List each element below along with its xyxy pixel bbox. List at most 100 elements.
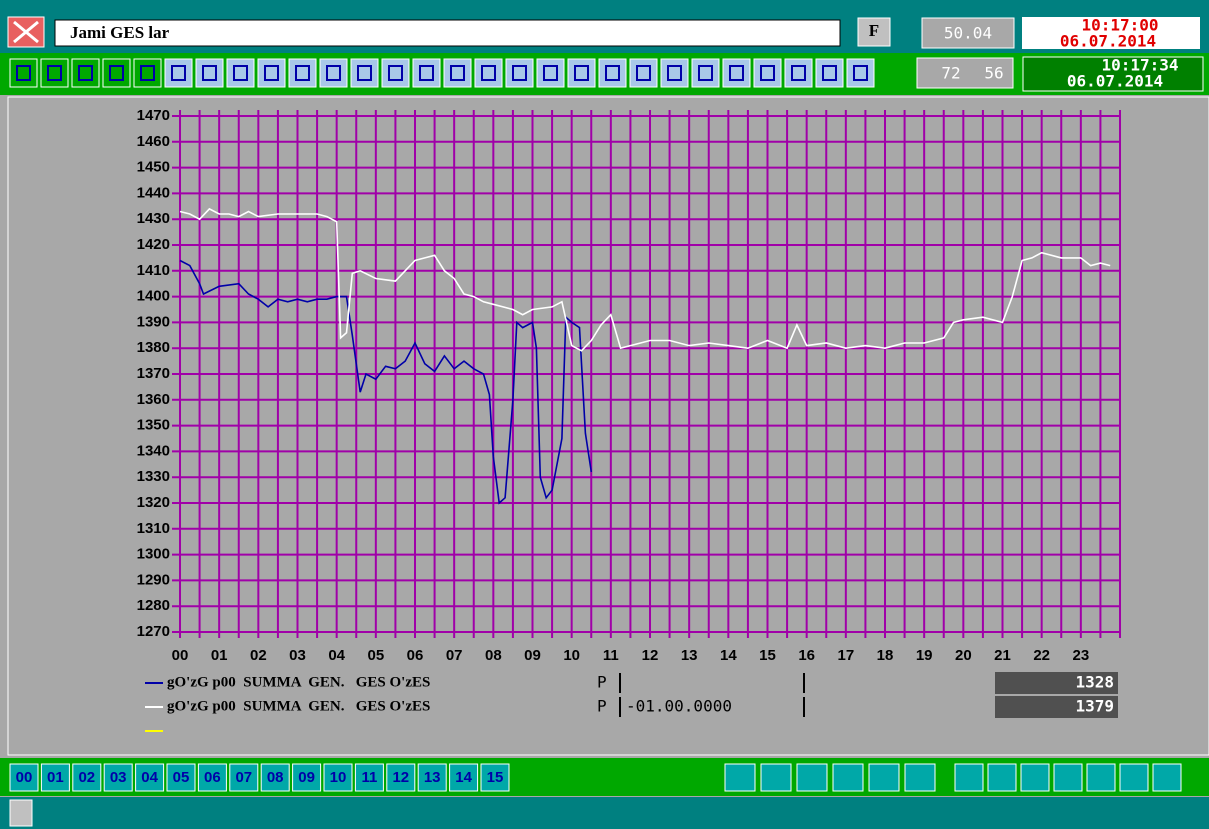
- tool-button[interactable]: [536, 58, 565, 88]
- hand-icon[interactable]: [9, 799, 33, 827]
- nav-button[interactable]: [1020, 763, 1050, 792]
- hour-button[interactable]: [72, 763, 102, 792]
- hour-button[interactable]: [135, 763, 165, 792]
- tool-glyph: [419, 65, 434, 81]
- y-tick-label: 1450: [137, 159, 170, 176]
- tool-glyph: [450, 65, 465, 81]
- hour-button[interactable]: [197, 763, 227, 792]
- tool-button[interactable]: [505, 58, 534, 88]
- tool-button[interactable]: [9, 58, 38, 88]
- frequency-box: [921, 17, 1015, 49]
- tool-button[interactable]: [102, 58, 131, 88]
- tool-button[interactable]: [133, 58, 162, 88]
- nav-button[interactable]: [954, 763, 984, 792]
- page-button[interactable]: [796, 763, 828, 792]
- page-button[interactable]: [724, 763, 756, 792]
- y-tick-label: 1390: [137, 313, 170, 330]
- y-tick-label: 1310: [137, 520, 170, 537]
- nav-button[interactable]: [1152, 763, 1182, 792]
- legend-flag: P: [597, 697, 607, 716]
- tool-glyph: [109, 65, 124, 81]
- x-tick-label: 14: [720, 647, 737, 664]
- tool-button[interactable]: [846, 58, 875, 88]
- current-box: [995, 672, 1118, 694]
- hour-button-label: 04: [141, 769, 158, 786]
- tool-button[interactable]: [40, 58, 69, 88]
- tool-button[interactable]: [350, 58, 379, 88]
- hour-button[interactable]: [40, 763, 70, 792]
- nav-button[interactable]: [987, 763, 1017, 792]
- tool-glyph: [791, 65, 806, 81]
- hour-button[interactable]: [260, 763, 290, 792]
- hour-button[interactable]: [417, 763, 447, 792]
- tool-button[interactable]: [784, 58, 813, 88]
- y-tick-label: 1350: [137, 417, 170, 434]
- page-button[interactable]: [760, 763, 792, 792]
- hour-button[interactable]: [292, 763, 322, 792]
- hour-button-label: 09: [298, 769, 315, 786]
- tool-glyph: [357, 65, 372, 81]
- tool-button[interactable]: [660, 58, 689, 88]
- tool-button[interactable]: [443, 58, 472, 88]
- page-button[interactable]: [904, 763, 936, 792]
- hour-button[interactable]: [449, 763, 479, 792]
- tool-button[interactable]: [412, 58, 441, 88]
- f-button[interactable]: [857, 17, 891, 47]
- x-tick-label: 15: [759, 647, 776, 664]
- hour-button-label: 10: [330, 769, 347, 786]
- y-tick-label: 1300: [137, 546, 170, 563]
- y-tick-label: 1380: [137, 339, 170, 356]
- current-value: 1379: [1075, 697, 1114, 716]
- page-button[interactable]: [868, 763, 900, 792]
- tool-button[interactable]: [691, 58, 720, 88]
- tool-glyph: [233, 65, 248, 81]
- hour-button[interactable]: [166, 763, 196, 792]
- x-tick-label: 17: [837, 647, 854, 664]
- toolbar-icons: [9, 58, 875, 88]
- hour-button-label: 08: [267, 769, 284, 786]
- x-tick-label: 13: [681, 647, 698, 664]
- tool-button[interactable]: [567, 58, 596, 88]
- set-date: 06.07.2014: [1060, 32, 1156, 51]
- tool-glyph: [388, 65, 403, 81]
- tool-glyph: [47, 65, 62, 81]
- tool-button[interactable]: [288, 58, 317, 88]
- tool-button[interactable]: [629, 58, 658, 88]
- tool-glyph: [667, 65, 682, 81]
- tool-button[interactable]: [319, 58, 348, 88]
- tool-glyph: [605, 65, 620, 81]
- tool-glyph: [729, 65, 744, 81]
- hour-button[interactable]: [354, 763, 384, 792]
- hour-button[interactable]: [103, 763, 133, 792]
- hour-button[interactable]: [480, 763, 510, 792]
- x-tick-label: 05: [367, 647, 384, 664]
- tool-button[interactable]: [257, 58, 286, 88]
- nav-button[interactable]: [1119, 763, 1149, 792]
- nav-button[interactable]: [1053, 763, 1083, 792]
- x-tick-label: 00: [172, 647, 189, 664]
- nav-button[interactable]: [1086, 763, 1116, 792]
- hour-button-label: 00: [16, 769, 33, 786]
- tool-button[interactable]: [753, 58, 782, 88]
- hour-button[interactable]: [323, 763, 353, 792]
- x-tick-label: 21: [994, 647, 1011, 664]
- page-button[interactable]: [832, 763, 864, 792]
- current-box: [995, 696, 1118, 718]
- legend-label: gO'zG p00 SUMMA GEN. GES O'zES: [167, 674, 430, 690]
- x-tick-label: 12: [642, 647, 659, 664]
- hour-button[interactable]: [9, 763, 39, 792]
- x-tick-label: 20: [955, 647, 972, 664]
- tool-button[interactable]: [474, 58, 503, 88]
- tool-button[interactable]: [71, 58, 100, 88]
- hour-button[interactable]: [386, 763, 416, 792]
- tool-button[interactable]: [226, 58, 255, 88]
- y-tick-label: 1340: [137, 442, 170, 459]
- tool-button[interactable]: [164, 58, 193, 88]
- tool-button[interactable]: [195, 58, 224, 88]
- tool-button[interactable]: [598, 58, 627, 88]
- tool-button[interactable]: [381, 58, 410, 88]
- hour-button[interactable]: [229, 763, 259, 792]
- tool-button[interactable]: [722, 58, 751, 88]
- x-tick-label: 03: [289, 647, 306, 664]
- tool-button[interactable]: [815, 58, 844, 88]
